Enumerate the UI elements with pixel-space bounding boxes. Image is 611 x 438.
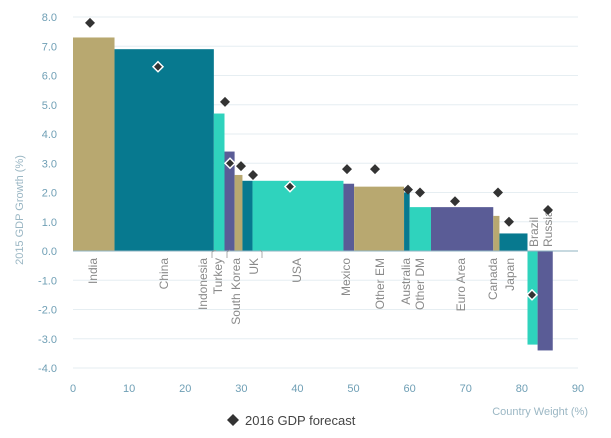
forecast-marker-japan [504,216,514,227]
forecast-marker-other-dm [415,187,425,198]
forecast-marker-turkey [223,157,237,170]
category-label-russia: Russia [541,210,555,247]
category-label-japan: Japan [503,258,517,291]
y-tick-label: -3.0 [38,334,57,346]
legend-label: 2016 GDP forecast [245,413,356,428]
forecast-marker-china [151,60,165,73]
bar-china [114,49,214,251]
legend-diamond-icon [227,414,239,426]
forecast-marker-other-em [370,164,380,175]
category-label-uk: UK [247,258,261,275]
forecast-marker-canada [493,187,503,198]
category-label-china: China [157,258,171,290]
category-label-mexico: Mexico [339,258,353,296]
x-axis-ticks: 0 10 20 30 40 50 60 70 80 90 [70,383,584,395]
x-tick-label: 20 [179,383,191,395]
forecast-markers [85,17,553,301]
category-label-indonesia: Indonesia [196,258,210,310]
y-tick-label: -1.0 [38,275,57,287]
bar-other-em [354,186,405,251]
bar-canada [493,215,500,251]
bar-euro-area [430,207,494,251]
category-label-south-korea: South Korea [229,258,243,325]
x-tick-label: 0 [70,383,76,395]
y-tick-label: 3.0 [42,158,57,170]
bar-usa [252,180,344,251]
y-axis-ticks: 8.0 7.0 6.0 5.0 4.0 3.0 2.0 1.0 0.0 -1.0 -2.0 -3.0 -… [38,12,57,375]
x-axis-title: Country Weight (%) [492,406,588,418]
category-label-other-dm: Other DM [413,258,427,310]
forecast-marker-mexico [342,164,352,175]
bar-mexico [343,183,355,251]
y-tick-label: 1.0 [42,217,57,229]
bar-australia [404,192,410,251]
forecast-marker-south-korea [236,161,246,172]
x-tick-label: 10 [123,383,135,395]
forecast-marker-uk [248,169,258,180]
bar-russia [537,251,553,351]
forecast-marker-india [85,17,95,28]
y-axis-title: 2015 GDP Growth (%) [14,155,26,265]
category-label-canada: Canada [486,258,500,300]
bar-india [73,37,115,251]
y-tick-label: 8.0 [42,12,57,24]
forecast-marker-russia [543,205,553,216]
category-label-other-em: Other EM [373,258,387,309]
x-tick-label: 40 [291,383,303,395]
y-tick-label: 7.0 [42,41,57,53]
leader-turkey [226,249,231,258]
x-tick-label: 80 [516,383,528,395]
bars [73,37,553,351]
y-tick-label: -4.0 [38,363,57,375]
x-tick-label: 70 [460,383,472,395]
x-tick-label: 90 [572,383,584,395]
bar-japan [499,233,528,251]
bar-indonesia [213,113,225,252]
legend: 2016 GDP forecast [227,413,356,428]
forecast-marker-usa [283,180,297,193]
leader-uk [259,249,263,258]
x-tick-label: 60 [404,383,416,395]
x-tick-label: 30 [235,383,247,395]
bar-uk [242,180,253,251]
category-label-india: India [86,258,100,284]
forecast-marker-brazil [525,288,539,301]
forecast-marker-euro-area [450,196,460,207]
y-tick-label: 2.0 [42,188,57,200]
leader-indonesia [211,249,217,258]
category-label-turkey: Turkey [211,258,225,294]
category-label-usa: USA [290,258,304,283]
y-tick-label: 0.0 [42,246,57,258]
x-tick-label: 50 [347,383,359,395]
y-tick-label: 4.0 [42,129,57,141]
category-label-brazil: Brazil [527,217,541,247]
y-tick-label: 6.0 [42,71,57,83]
y-tick-label: 5.0 [42,100,57,112]
y-tick-label: -2.0 [38,305,57,317]
category-labels: India China Indonesia Turkey South Korea UK US… [86,210,555,325]
category-label-euro-area: Euro Area [454,258,468,312]
category-label-australia: Australia [399,258,413,305]
bar-other-dm [409,207,431,251]
bar-south-korea [234,174,243,251]
forecast-marker-indonesia [220,96,230,107]
forecast-marker-australia [403,184,413,195]
bar-turkey [224,151,235,251]
